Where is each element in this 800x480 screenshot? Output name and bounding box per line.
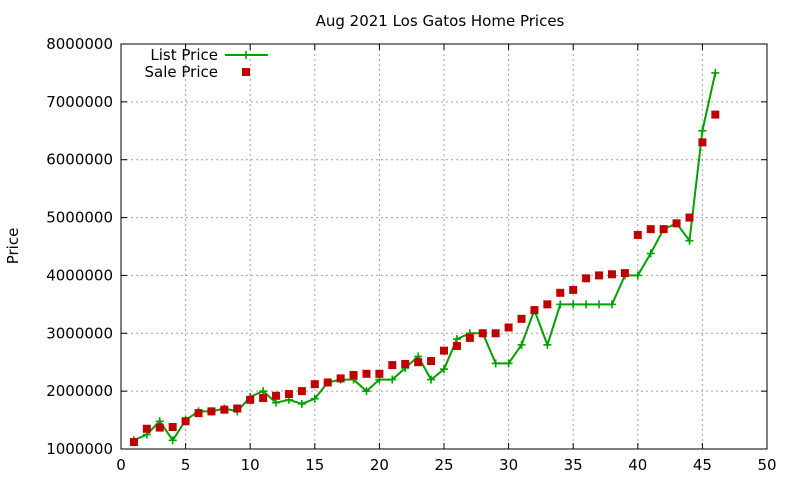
sale-price-point: [646, 225, 655, 234]
y-tick-label: 4000000: [46, 266, 113, 284]
x-tick-label: 35: [564, 456, 583, 474]
x-tick-label: 50: [757, 456, 776, 474]
sale-price-point: [272, 391, 281, 400]
sale-price-point: [181, 417, 190, 426]
sale-price-point: [672, 219, 681, 228]
sale-price-point: [556, 288, 565, 297]
sale-price-point: [478, 329, 487, 338]
x-tick-label: 25: [434, 456, 453, 474]
sale-price-point: [698, 138, 707, 147]
grid: [121, 44, 767, 449]
sale-price-point: [349, 370, 358, 379]
y-tick-label: 2000000: [46, 382, 113, 400]
x-tick-label: 20: [370, 456, 389, 474]
sale-price-point: [685, 213, 694, 222]
sale-price-point: [297, 387, 306, 396]
sale-price-point: [362, 369, 371, 378]
y-axis-label: Price: [4, 228, 22, 265]
sale-price-point: [246, 395, 255, 404]
sale-price-point: [504, 323, 513, 332]
sale-price-point: [375, 369, 384, 378]
chart-title: Aug 2021 Los Gatos Home Prices: [316, 12, 565, 30]
sale-price-point: [465, 333, 474, 342]
sale-price-point: [440, 346, 448, 355]
y-tick-label: 3000000: [46, 324, 113, 342]
sale-price-point: [427, 357, 436, 366]
x-tick-label: 30: [499, 456, 518, 474]
legend-label: Sale Price: [145, 63, 218, 81]
series-list-price: [129, 68, 720, 445]
sale-price-point: [659, 225, 668, 234]
sale-price-point: [401, 359, 410, 368]
sale-price-point: [259, 394, 268, 403]
x-tick-label: 10: [241, 456, 260, 474]
legend-label: List Price: [150, 46, 218, 64]
sale-price-point: [155, 423, 164, 432]
sale-price-point: [530, 306, 539, 315]
y-tick-label: 6000000: [46, 151, 113, 169]
sale-price-point: [517, 314, 526, 323]
sale-price-point: [168, 423, 177, 432]
sale-price-point: [620, 269, 629, 278]
axis-ticks: 0 5 10 15 20 25 30 35 40 45 50 1000000 2000000 300000…: [46, 35, 776, 474]
sale-price-point: [633, 230, 642, 239]
sale-price-point: [336, 374, 345, 383]
sale-price-point: [595, 271, 604, 280]
x-tick-label: 0: [116, 456, 126, 474]
list-price-line: [133, 72, 717, 443]
y-tick-label: 1000000: [46, 440, 113, 458]
series-sale-price: [129, 110, 720, 447]
sale-price-point: [142, 424, 151, 433]
sale-price-point: [233, 404, 242, 413]
sale-price-point: [310, 380, 319, 389]
sale-price-point: [452, 342, 461, 351]
sale-price-point: [569, 285, 578, 294]
x-tick-label: 5: [181, 456, 191, 474]
sale-price-point: [388, 361, 397, 370]
series: [129, 68, 720, 447]
x-tick-label: 45: [693, 456, 712, 474]
sale-price-point: [220, 405, 229, 414]
sale-price-point: [543, 300, 552, 309]
sale-price-point: [414, 358, 423, 367]
y-tick-label: 8000000: [46, 35, 113, 53]
sale-price-point: [129, 438, 138, 447]
y-tick-label: 7000000: [46, 93, 113, 111]
sale-price-point: [323, 378, 332, 387]
sale-price-point: [491, 329, 500, 338]
sale-price-point: [582, 274, 591, 283]
sale-price-point: [284, 390, 293, 399]
x-tick-label: 15: [305, 456, 324, 474]
legend-swatch-marker: [242, 68, 250, 76]
y-tick-label: 5000000: [46, 209, 113, 227]
sale-price-point: [194, 409, 203, 418]
sale-price-point: [207, 407, 216, 416]
x-tick-label: 40: [628, 456, 647, 474]
sale-price-point: [607, 270, 616, 279]
sale-price-point: [711, 110, 720, 119]
